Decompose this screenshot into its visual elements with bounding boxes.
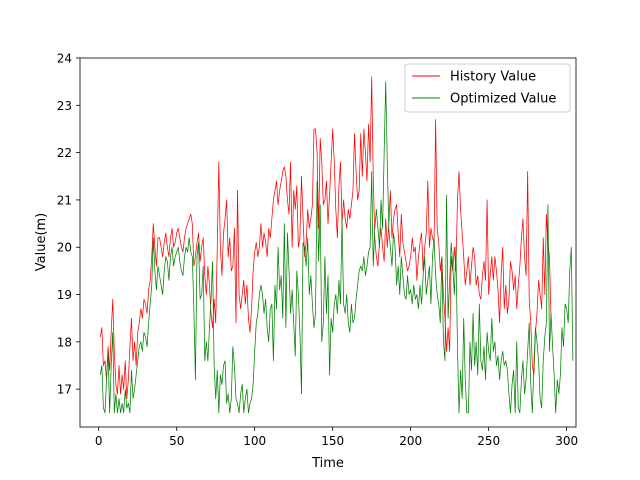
y-tick-label: 21 [57,193,72,207]
y-tick-label: 24 [57,52,72,66]
x-axis-label: Time [311,456,344,471]
legend-label-optimized: Optimized Value [450,92,556,107]
series-line-history [99,76,552,399]
x-tick-label: 50 [169,434,184,448]
legend-box [404,63,571,113]
y-tick-label: 19 [57,288,72,302]
x-tick-label: 150 [321,434,344,448]
series-line-optimized [99,81,574,414]
y-tick-label: 23 [57,99,72,113]
x-axis-ticks: 0 50 100 150 200 250 300 [95,427,578,448]
y-axis-ticks: 17 18 19 20 21 22 23 24 [57,52,80,397]
x-tick-label: 250 [477,434,500,448]
y-tick-label: 18 [57,335,72,349]
y-tick-label: 22 [57,146,72,160]
y-axis-label: Value(m) [34,213,49,272]
x-tick-label: 0 [95,434,103,448]
plot-frame [79,57,577,428]
legend: History Value Optimized Value [404,63,571,113]
x-tick-label: 100 [243,434,266,448]
y-tick-label: 20 [57,241,72,255]
x-tick-label: 300 [555,434,578,448]
legend-label-history: History Value [450,70,536,85]
x-tick-label: 200 [399,434,422,448]
series-layer [99,76,574,414]
y-tick-label: 17 [57,383,72,397]
